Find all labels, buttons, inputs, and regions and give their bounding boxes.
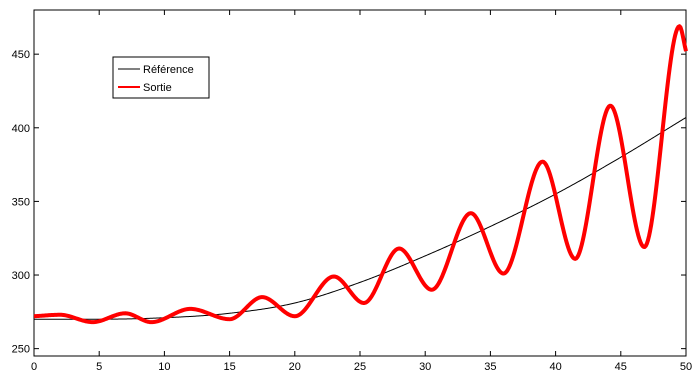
x-tick-label: 35 — [484, 361, 496, 373]
y-tick-label: 450 — [12, 49, 30, 61]
x-tick-label: 15 — [223, 361, 235, 373]
legend-label: Référence — [143, 64, 194, 76]
legend: Référence Sortie — [112, 56, 210, 99]
y-tick-label: 350 — [12, 196, 30, 208]
series-line-sortie — [33, 24, 688, 325]
y-tick-label: 400 — [12, 123, 30, 135]
x-tick-label: 50 — [680, 361, 692, 373]
x-tick-label: 25 — [354, 361, 366, 373]
x-tick-label: 10 — [158, 361, 170, 373]
x-tick-label: 45 — [615, 361, 627, 373]
x-tick-label: 5 — [96, 361, 102, 373]
x-tick-label: 40 — [549, 361, 561, 373]
y-tick-label: 250 — [12, 344, 30, 356]
x-tick-label: 0 — [31, 361, 37, 373]
legend-box — [112, 56, 210, 99]
x-tick-label: 20 — [289, 361, 301, 373]
legend-label: Sortie — [143, 82, 172, 94]
y-tick-label: 300 — [12, 270, 30, 282]
x-tick-label: 30 — [419, 361, 431, 373]
